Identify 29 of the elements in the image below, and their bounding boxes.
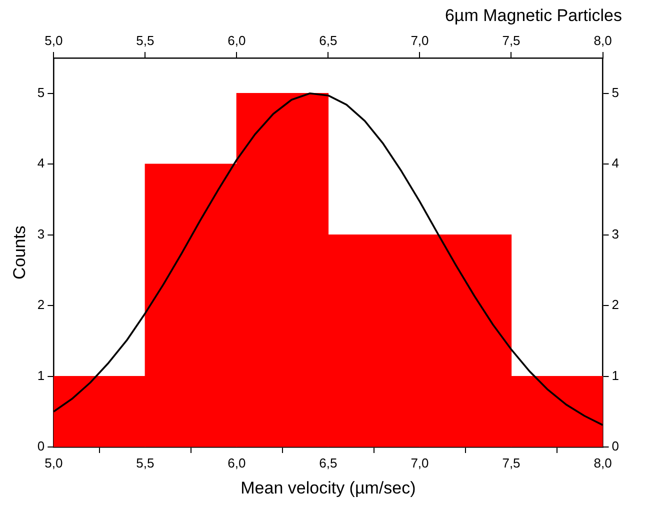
x-tick-label: 7,0: [410, 455, 429, 470]
y-tick-label: 3: [37, 226, 45, 242]
y2-tick-label: 0: [612, 438, 620, 454]
x2-tick-label: 8,0: [594, 32, 612, 48]
y-tick-label: 2: [37, 297, 45, 312]
x-tick-label: 5,5: [136, 455, 154, 470]
x-tick-label: 6,5: [319, 455, 338, 470]
x-tick-label: 7,5: [502, 455, 520, 470]
x2-tick-label: 5,0: [44, 32, 63, 48]
y-tick-label: 1: [37, 368, 45, 383]
y-tick-label: 5: [37, 84, 45, 100]
x-tick-label: 5,0: [44, 455, 63, 470]
y2-tick-label: 1: [612, 368, 620, 383]
y2-tick-label: 4: [612, 156, 620, 171]
x-axis-title: Mean velocity (µm/sec): [240, 478, 416, 498]
x2-tick-label: 5,5: [136, 32, 154, 48]
x-tick-label: 8,0: [594, 455, 612, 470]
y2-tick-label: 5: [612, 84, 620, 100]
x2-tick-label: 6,5: [319, 32, 338, 48]
x2-tick-label: 7,0: [410, 32, 429, 48]
y-axis-title: Counts: [10, 226, 29, 280]
x2-tick-label: 7,5: [502, 32, 520, 48]
chart-title: 6µm Magnetic Particles: [444, 6, 622, 25]
y-tick-label: 4: [37, 156, 45, 171]
y-tick-label: 0: [37, 438, 45, 454]
x-tick-label: 6,0: [228, 455, 246, 470]
y2-tick-label: 3: [612, 226, 620, 242]
y2-tick-label: 2: [612, 297, 620, 312]
x2-tick-label: 6,0: [228, 32, 246, 48]
